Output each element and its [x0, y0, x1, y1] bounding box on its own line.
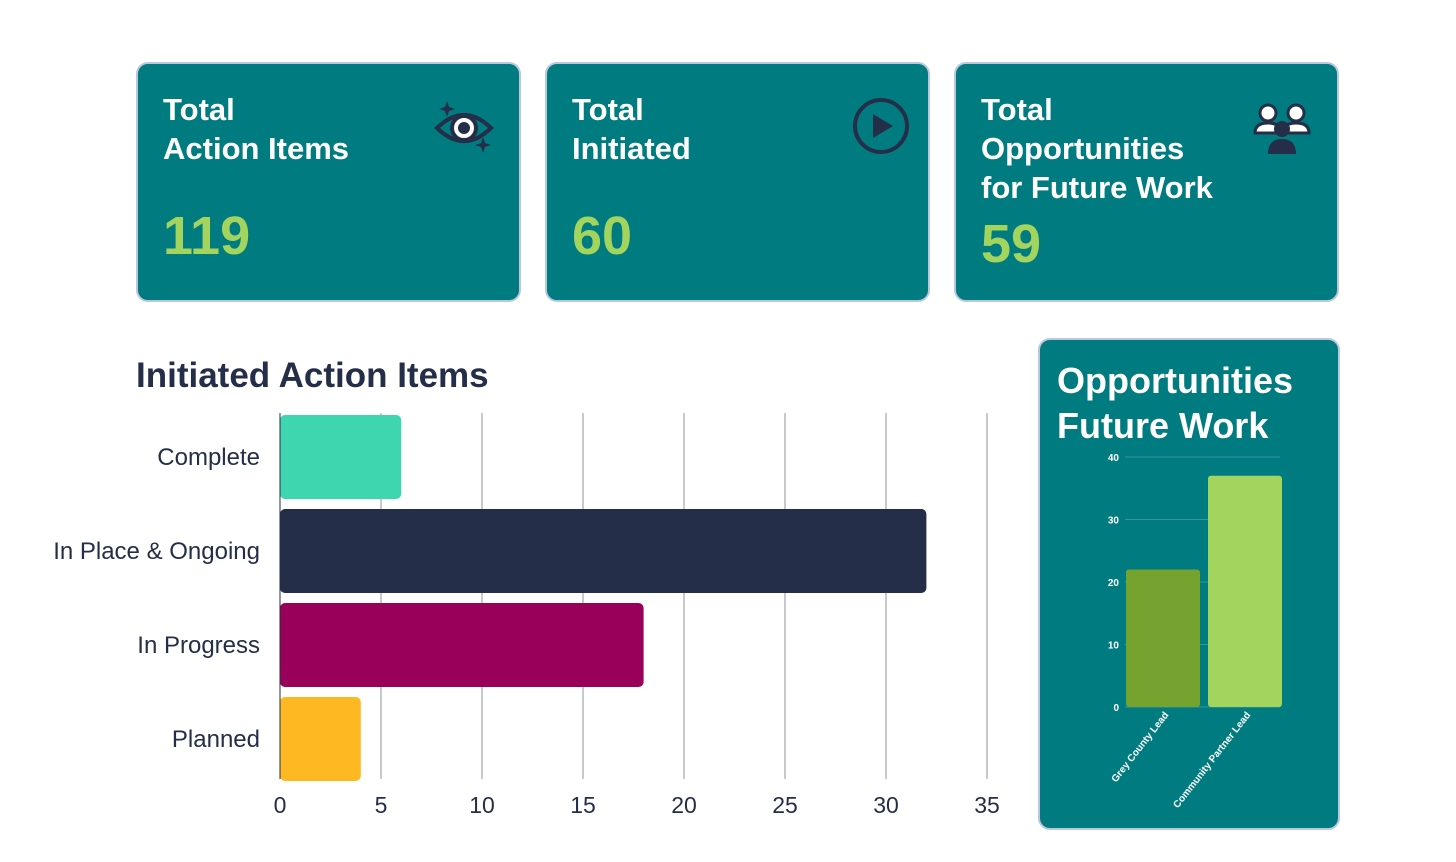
card-title: Total Action Items — [163, 90, 349, 168]
opportunities-column-chart: 0 10 20 30 40 Grey County Lead Community Partn… — [1108, 453, 1282, 811]
card-title-line1: Total — [163, 92, 235, 127]
x-tick-label: 20 — [671, 792, 697, 818]
x-category-label: Grey County Lead — [1110, 710, 1172, 785]
y-tick-label: 0 — [1113, 703, 1119, 714]
x-tick-label: 25 — [772, 792, 798, 818]
card-title-line1: Total — [572, 92, 644, 127]
category-label: Planned — [172, 726, 260, 753]
opportunities-card: Opportunities Future Work 0 10 20 30 40 Grey … — [1038, 338, 1340, 830]
total-opportunities-card: Total Opportunities for Future Work 59 — [954, 62, 1339, 302]
total-action-items-card: Total Action Items 119 — [136, 62, 521, 302]
opp-title-line1: Opportunities — [1057, 360, 1293, 401]
y-tick-label: 40 — [1108, 453, 1120, 464]
category-label: In Progress — [137, 632, 260, 659]
card-value: 60 — [572, 206, 633, 266]
x-tick-label: 0 — [274, 792, 287, 818]
people-icon — [1253, 103, 1311, 154]
opportunities-title: Opportunities Future Work — [1057, 358, 1293, 448]
card-title-line2: Initiated — [572, 131, 691, 166]
bar — [280, 603, 644, 687]
column-bar — [1126, 569, 1200, 707]
card-title-line2: Action Items — [163, 131, 350, 166]
card-value: 59 — [981, 214, 1042, 274]
bar — [280, 415, 402, 499]
bar — [280, 697, 361, 781]
play-icon — [853, 98, 909, 154]
initiated-bar-chart: 0 5 10 15 20 25 30 35 Complete In Place & Ongoing… — [53, 413, 1000, 818]
card-title: Total Initiated — [572, 90, 691, 168]
bar — [280, 509, 927, 593]
card-title-line1: Total — [981, 92, 1053, 127]
y-tick-label: 10 — [1108, 641, 1120, 652]
card-title: Total Opportunities for Future Work — [981, 90, 1213, 207]
y-tick-label: 30 — [1108, 516, 1120, 527]
eye-icon — [434, 101, 494, 153]
y-tick-label: 20 — [1108, 578, 1120, 589]
x-category-label: Community Partner Lead — [1171, 710, 1253, 810]
category-label: Complete — [157, 444, 260, 471]
opp-title-line2: Future Work — [1057, 405, 1269, 446]
card-title-line3: for Future Work — [981, 170, 1213, 205]
x-tick-label: 15 — [570, 792, 596, 818]
card-value: 119 — [163, 206, 251, 266]
x-tick-label: 10 — [469, 792, 495, 818]
category-label: In Place & Ongoing — [53, 538, 260, 565]
column-bar — [1208, 475, 1282, 707]
x-tick-label: 35 — [974, 792, 1000, 818]
total-initiated-card: Total Initiated 60 — [545, 62, 930, 302]
card-title-line2: Opportunities — [981, 131, 1185, 166]
x-tick-label: 5 — [375, 792, 388, 818]
initiated-chart-title: Initiated Action Items — [136, 356, 489, 395]
x-tick-label: 30 — [873, 792, 899, 818]
